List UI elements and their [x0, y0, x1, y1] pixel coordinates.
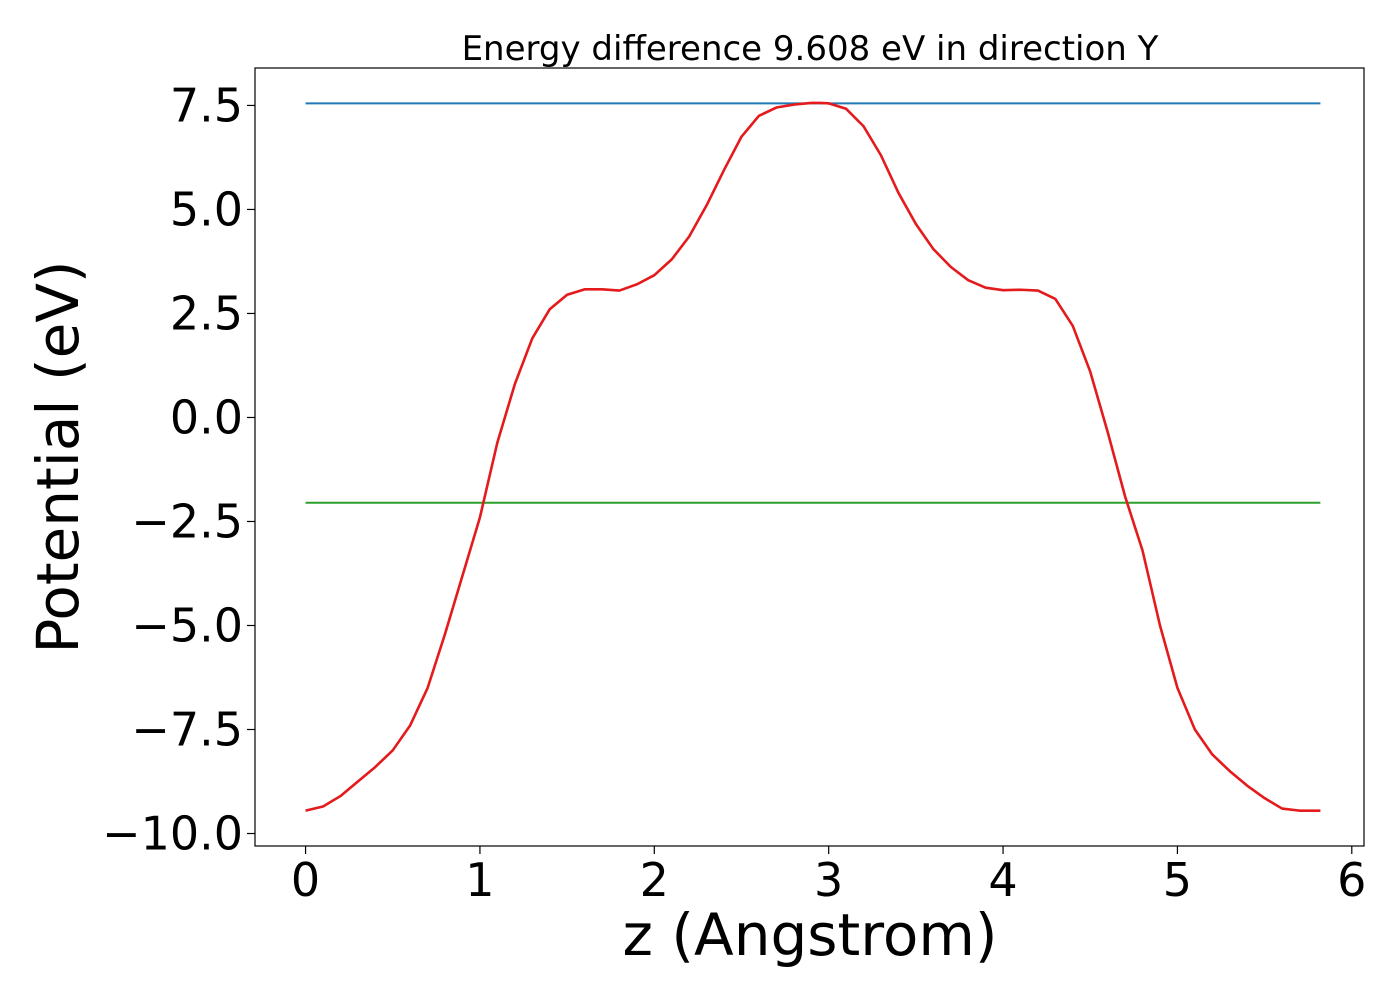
y-tick-label: −2.5 — [131, 494, 243, 548]
potential-curve — [305, 101, 1321, 812]
x-tick-label: 1 — [465, 853, 494, 907]
x-tick-label: 2 — [640, 853, 669, 907]
x-tick-label: 6 — [1337, 853, 1366, 907]
y-tick-label: 7.5 — [170, 78, 243, 132]
y-tick-label: −5.0 — [131, 598, 243, 652]
x-axis-label: z (Angstrom) — [623, 901, 998, 969]
y-tick-label: −10.0 — [102, 807, 243, 861]
x-tick-label: 4 — [988, 853, 1017, 907]
chart-title: Energy difference 9.608 eV in direction … — [462, 29, 1159, 69]
series-layer — [305, 101, 1321, 812]
x-axis-ticks: 0 1 2 3 4 5 6 — [291, 846, 1366, 907]
y-tick-label: −7.5 — [131, 703, 243, 757]
y-tick-label: 0.0 — [170, 390, 243, 444]
y-axis-label: Potential (eV) — [24, 260, 92, 653]
x-tick-label: 5 — [1163, 853, 1192, 907]
y-axis-ticks: 7.5 5.0 2.5 0.0 −2.5 −5.0 −7.5 −10.0 — [102, 78, 255, 861]
plot-frame — [254, 67, 1365, 847]
x-tick-label: 3 — [814, 853, 843, 907]
x-tick-label: 0 — [291, 853, 320, 907]
y-tick-label: 5.0 — [170, 182, 243, 236]
y-tick-label: 2.5 — [170, 286, 243, 340]
